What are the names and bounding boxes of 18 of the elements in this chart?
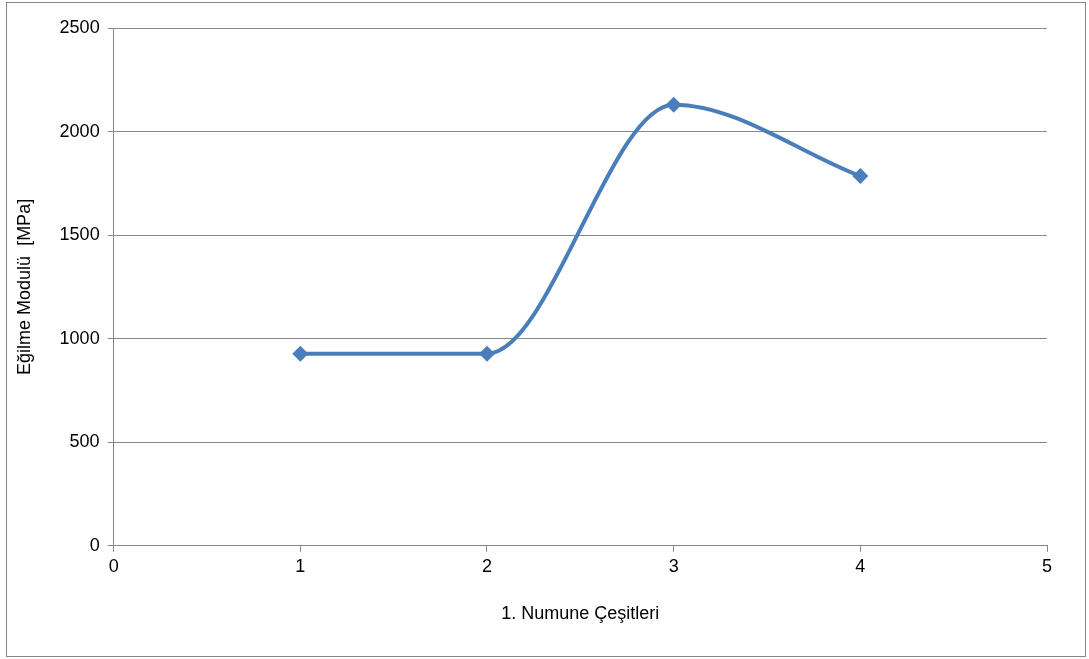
y-tick-label: 2500 bbox=[59, 16, 100, 37]
y-tick-label: 1000 bbox=[59, 327, 100, 348]
y-tick-label: 2000 bbox=[59, 120, 100, 141]
x-tick-label: 1 bbox=[295, 555, 306, 576]
y-tick-label: 1500 bbox=[59, 224, 100, 245]
x-tick-label: 0 bbox=[108, 555, 119, 576]
x-tick-label: 2 bbox=[481, 555, 492, 576]
y-tick-label: 0 bbox=[89, 534, 100, 555]
point bbox=[852, 168, 869, 185]
point bbox=[665, 96, 682, 113]
point bbox=[478, 345, 495, 362]
y-axis-title: Eğilme Modulü [MPa] bbox=[13, 198, 34, 375]
x-tick-label: 4 bbox=[855, 555, 866, 576]
x-axis-title: 1. Numune Çeşitleri bbox=[501, 603, 660, 624]
x-tick-label: 3 bbox=[668, 555, 679, 576]
point bbox=[292, 345, 309, 362]
x-tick-label: 5 bbox=[1041, 555, 1053, 576]
y-tick-label: 500 bbox=[69, 431, 100, 452]
